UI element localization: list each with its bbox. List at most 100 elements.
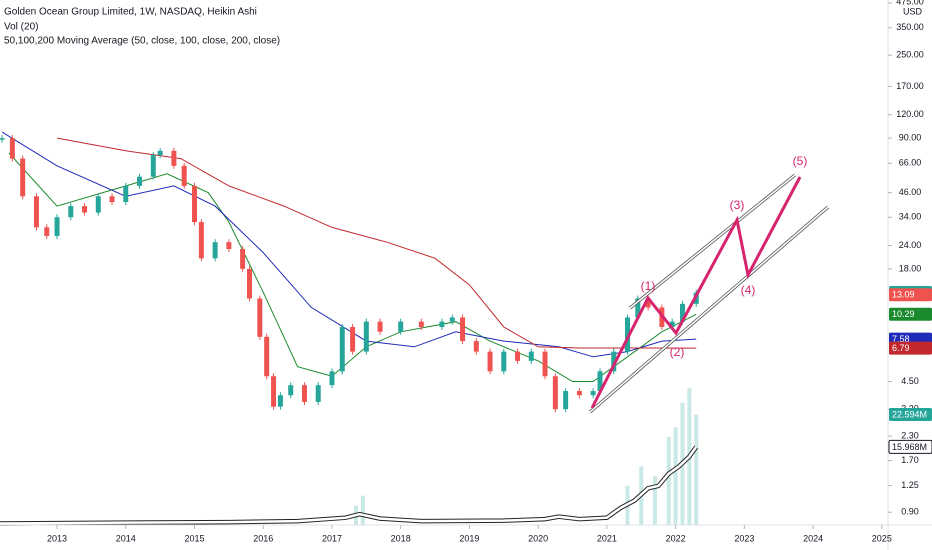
candle — [109, 196, 115, 203]
candle — [542, 351, 548, 377]
candle — [398, 321, 404, 332]
candle — [635, 298, 641, 318]
y-tick-label: 2.30 — [901, 430, 919, 440]
y-tick-label: 1.25 — [901, 480, 919, 490]
candle — [181, 165, 187, 186]
x-tick-label: 2025 — [872, 533, 892, 543]
x-tick-label: 2022 — [666, 533, 686, 543]
candle — [301, 385, 307, 402]
candle — [192, 185, 198, 223]
currency: USD — [903, 6, 923, 16]
channel-line — [589, 206, 829, 413]
x-tick-label: 2020 — [528, 533, 548, 543]
candle — [329, 371, 335, 386]
x-tick-label: 2023 — [734, 533, 754, 543]
price-badge — [889, 288, 932, 302]
candle — [277, 395, 283, 407]
candle — [0, 138, 5, 140]
wave-label: (4) — [741, 283, 756, 297]
volume-bar — [694, 414, 699, 525]
volume-badge-label: 15.968M — [892, 442, 927, 452]
x-tick-label: 2015 — [184, 533, 204, 543]
candle — [82, 206, 88, 213]
candle — [350, 327, 356, 352]
x-tick-label: 2021 — [597, 533, 617, 543]
candle — [33, 196, 39, 228]
candle — [439, 321, 445, 328]
candle — [257, 298, 263, 337]
candle — [501, 351, 507, 372]
x-tick-label: 2018 — [391, 533, 411, 543]
candle — [679, 303, 685, 322]
candle — [171, 150, 177, 166]
y-tick-label: 18.00 — [899, 263, 922, 273]
candle — [20, 158, 26, 197]
candle — [363, 321, 369, 352]
volume-bar — [360, 495, 365, 525]
candle — [611, 351, 617, 372]
x-tick-label: 2024 — [803, 533, 823, 543]
candle — [590, 391, 596, 396]
candle — [150, 155, 156, 177]
channel-line — [629, 174, 796, 309]
volume-badge — [889, 408, 932, 422]
price-badge — [889, 341, 932, 355]
y-tick-label: 66.00 — [899, 158, 922, 168]
volume-badge-label: 22.594M — [892, 409, 927, 419]
price-badge-label: 13.09 — [892, 290, 915, 300]
candle — [288, 385, 294, 396]
y-tick-label: 90.00 — [899, 133, 922, 143]
candle — [54, 217, 60, 236]
y-tick-label: 46.00 — [899, 187, 922, 197]
wave-labels: (1) (2) (3) (4) (5) — [641, 154, 808, 359]
price-badge-label: 7.58 — [892, 334, 910, 344]
candle — [198, 222, 204, 259]
candle — [212, 242, 218, 259]
candle — [264, 336, 270, 377]
candle — [645, 298, 651, 308]
chart-title: Golden Ocean Group Limited, 1W, NASDAQ, … — [4, 7, 257, 18]
candle — [240, 248, 246, 269]
candle — [315, 385, 321, 402]
y-tick-label: 24.00 — [899, 240, 922, 250]
price-badge-label: 10.29 — [892, 309, 915, 319]
candle — [460, 317, 466, 342]
candle — [226, 242, 232, 249]
x-tick-label: 2014 — [116, 533, 136, 543]
volume-legend: Vol (20) — [4, 22, 38, 33]
x-tick-label: 2017 — [322, 533, 342, 543]
moving-average — [1, 131, 697, 358]
y-tick-label: 350.00 — [896, 22, 924, 32]
volume-bar — [666, 436, 671, 525]
y-tick-label: 1.70 — [901, 455, 919, 465]
wave-label: (1) — [641, 279, 656, 293]
candle — [418, 321, 424, 328]
candle — [377, 321, 383, 332]
x-tick-label: 2016 — [253, 533, 273, 543]
x-tick-label: 2013 — [47, 533, 67, 543]
candle — [528, 351, 534, 361]
y-tick-label: 120.00 — [896, 109, 924, 119]
candle — [625, 317, 631, 352]
candle — [246, 268, 252, 299]
candle — [597, 371, 603, 392]
y-tick-label: 4.50 — [901, 376, 919, 386]
volume-ma — [0, 446, 698, 525]
x-tick-label: 2019 — [459, 533, 479, 543]
drawings — [588, 173, 830, 414]
candle — [552, 376, 558, 410]
y-tick-label: 250.00 — [896, 50, 924, 60]
candle — [339, 327, 345, 372]
candle — [9, 138, 15, 159]
candle — [68, 206, 74, 218]
candle — [44, 227, 50, 236]
candle — [563, 391, 569, 410]
moving-average — [56, 137, 697, 349]
volume-bar — [673, 427, 678, 525]
candle — [137, 176, 143, 186]
y-tick-label: 475.00 — [896, 0, 924, 6]
candle — [157, 150, 163, 156]
volume-bar — [653, 476, 658, 525]
candle — [123, 185, 129, 203]
